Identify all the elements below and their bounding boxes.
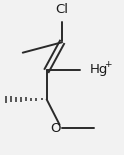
Text: O: O	[51, 122, 61, 135]
Text: Hg: Hg	[90, 63, 109, 76]
Text: +: +	[104, 60, 112, 69]
Text: Cl: Cl	[56, 3, 68, 16]
